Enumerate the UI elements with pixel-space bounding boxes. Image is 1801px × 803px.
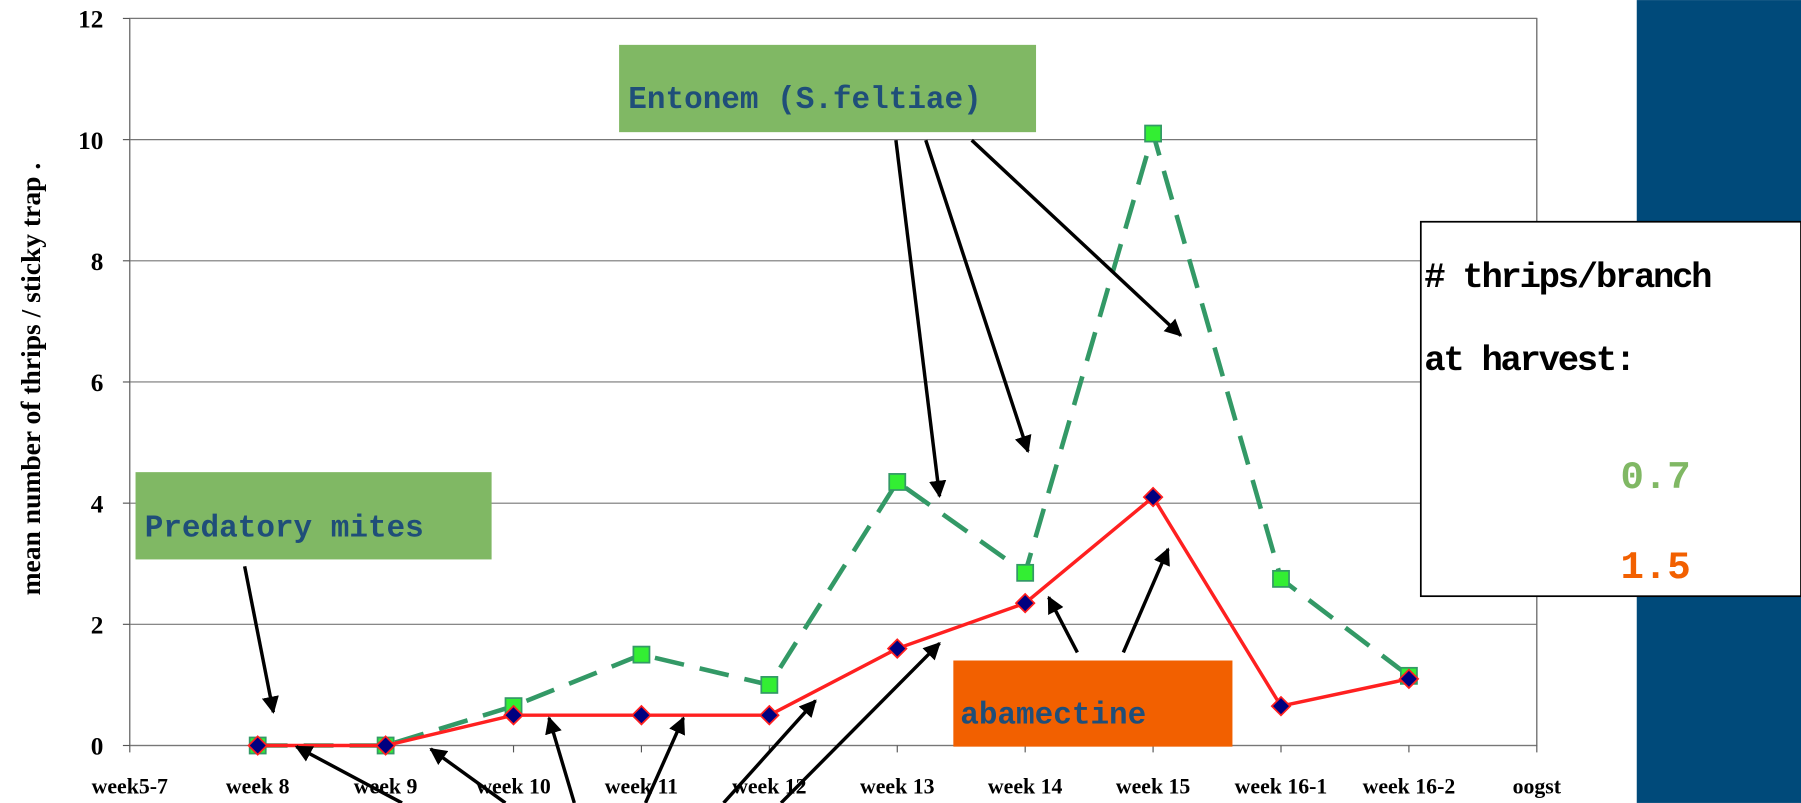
annotation-box xyxy=(619,44,1037,133)
harvest-box xyxy=(1419,220,1801,598)
y-tick-label: 8 xyxy=(91,248,104,276)
marker xyxy=(886,638,908,659)
marker xyxy=(503,704,524,726)
annotation: abamectine xyxy=(960,699,1146,734)
marker xyxy=(758,704,780,726)
x-tick-label: week 16-1 xyxy=(1235,775,1328,799)
x-tick-label: week 13 xyxy=(860,775,935,799)
marker xyxy=(1398,668,1420,690)
harvest-title: at harvest: xyxy=(1424,340,1634,381)
x-tick-label: week 15 xyxy=(1116,775,1191,799)
marker xyxy=(631,704,652,726)
y-tick-label: 2 xyxy=(91,612,104,640)
marker xyxy=(632,645,651,664)
marker xyxy=(375,735,397,756)
y-tick-label: 12 xyxy=(78,6,103,34)
marker xyxy=(1014,592,1036,614)
marker xyxy=(247,735,269,756)
x-tick-label: week5-7 xyxy=(92,775,168,799)
y-axis-label: mean number of thrips / sticky trap . xyxy=(15,163,46,596)
x-tick-label: week 8 xyxy=(226,775,290,799)
marker xyxy=(1142,486,1164,508)
x-tick-label: oogst xyxy=(1513,775,1562,799)
marker xyxy=(1270,695,1292,717)
annotation-box xyxy=(953,660,1233,747)
harvest-title: # thrips/branch xyxy=(1424,257,1711,298)
annotation-box xyxy=(135,472,492,560)
series-line xyxy=(257,494,1410,748)
marker xyxy=(1144,124,1162,143)
series-line xyxy=(257,125,1411,748)
x-tick-label: week 16-2 xyxy=(1363,775,1456,799)
annotation: Predatory mites xyxy=(145,511,424,546)
harvest-value: 1.5 xyxy=(1620,545,1690,590)
y-tick-label: 0 xyxy=(91,733,104,761)
y-tick-label: 4 xyxy=(91,490,104,518)
y-tick-label: 10 xyxy=(78,127,103,155)
marker xyxy=(1272,569,1290,588)
arrows xyxy=(242,138,1183,803)
harvest-value: 0.7 xyxy=(1620,455,1690,500)
x-tick-label: week 11 xyxy=(605,775,678,799)
y-tick-label: 6 xyxy=(91,369,104,397)
marker xyxy=(888,473,907,491)
annotation: Entonem (S.feltiae) xyxy=(628,83,981,118)
marker xyxy=(1016,563,1035,582)
x-tick-label: week 14 xyxy=(988,775,1063,799)
marker xyxy=(760,676,779,694)
x-tick-label: week 10 xyxy=(476,775,551,799)
